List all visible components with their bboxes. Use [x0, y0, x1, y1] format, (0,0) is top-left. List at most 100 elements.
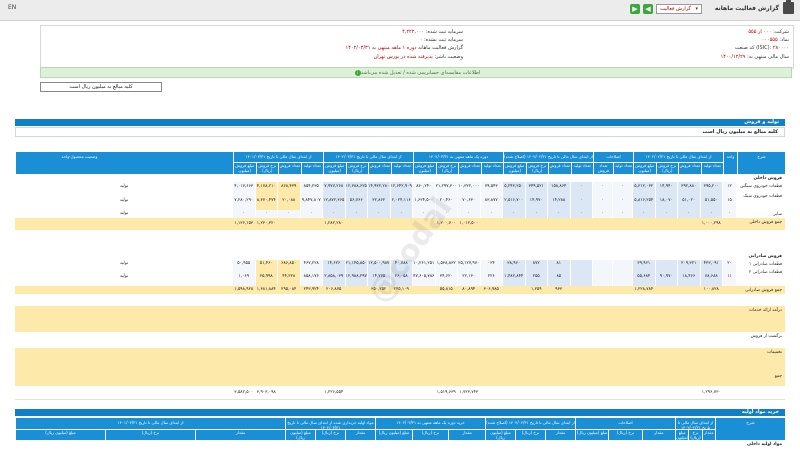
table-cell [503, 286, 525, 294]
table-cell [346, 386, 368, 399]
table-cell: ۴,۱۷۸,۲۱۰ [255, 182, 277, 192]
sales-table-body: فروش داخلی قطعات خودروی سنگین ۱۲ ۳۹۵,۲۰۰ ۳۹۲… [15, 152, 785, 400]
prev-arrow-icon[interactable]: ◀ [643, 4, 653, 14]
table-cell: ۲۵۵ [525, 268, 547, 286]
table-cell [526, 218, 548, 230]
sales-header-group: وضعیت محصول-واحد [15, 152, 143, 174]
section-sales-subtitle: کلیه مبالغ به میلیون ریال است [15, 127, 785, 137]
table-cell: ۵,۳۱۲,۰۳۲ [633, 182, 655, 192]
table-cell [613, 268, 632, 286]
table-cell: ۰ [700, 210, 722, 218]
sales-subheader: مبلغ فروش (میلیون ریال) [633, 162, 656, 174]
sales-subheader: تعداد تولید [390, 162, 413, 174]
table-cell: ۰ [593, 192, 612, 210]
company-row: شرکت: ۰۰۰ ار ۵۵۵ [748, 29, 789, 36]
table-cell: ۰ [570, 182, 592, 192]
table-cell: ۴۶۷,۲۲۸ [300, 260, 322, 268]
table-cell: ۹۳۳ [555, 287, 563, 292]
table-cell: ۴۴,۳۲۸ [278, 268, 300, 286]
table-cell [391, 218, 413, 230]
table-cell: ۷,۲۸۰,۲۹۰ [233, 192, 255, 210]
table-cell: ۲۰۹,۳۲۱ [678, 260, 700, 268]
table-cell: ۱,۵۳۸,۸۳۲ [435, 260, 457, 268]
isic-label: کد صنعت (ISIC): [734, 45, 772, 51]
table-cell: ۲۴۳,۹۲۴ [303, 287, 319, 292]
table-cell: ۰ [678, 210, 700, 218]
next-arrow-icon[interactable]: ▶ [630, 4, 640, 14]
table-cell: ۰ [435, 210, 457, 218]
status-label: وضعیت ناشر: [434, 54, 463, 60]
table-cell [548, 386, 570, 399]
table-cell [723, 286, 736, 294]
purchase-subheader: مبلغ (میلیون ریال) [675, 429, 689, 440]
table-cell [656, 386, 678, 399]
table-cell: ۳۹,۹۶۱ [633, 260, 655, 268]
uncapital-label: سرمایه ثبت نشده: [424, 37, 463, 43]
table-cell: ۱,۵۹۸,۹۲۸ [234, 287, 254, 292]
purchase-header-group: از ابتدای سال مالی تا تاریخ ۱۴۰۱/۰۳/۳۱ [15, 418, 285, 429]
report-type-select-value: گزارش فعالیت [660, 6, 691, 12]
table-cell: ۳۰۶,۹۸۵ [483, 287, 499, 292]
lang-toggle[interactable]: EN [8, 4, 17, 11]
company-label: شرکت: [773, 29, 789, 35]
table-cell: ۱۲ [723, 182, 736, 192]
table-cell: ۱۴,۹۳۲,۲۸۰ [368, 182, 390, 192]
purchase-header-group: از ابتدای سال مالی تا تاریخ ۱۴۰۲/۰۲/۳۱ [675, 418, 715, 429]
purchase-subheader: مبلغ (میلیون ریال) [285, 429, 315, 440]
sales-header-group: از ابتدای سال مالی تا تاریخ ۱۴۰۲/۰۲/۳۱ (… [503, 152, 593, 162]
table-cell [413, 218, 435, 230]
unit-note-box: کلیه مبالغ به میلیون ریال است [40, 82, 162, 92]
table-cell: ۸۵ [548, 268, 570, 286]
table-cell: ۰ [570, 210, 592, 218]
table-cell: ۸۶۰,۲۴۰ [413, 182, 435, 192]
sales-subheader: نرخ فروش (ریال) [655, 162, 678, 174]
table-cell: ۱۵۸,۸۶۴ [548, 182, 570, 192]
table-cell [548, 218, 570, 230]
table-cell [723, 218, 736, 230]
sales-subheader: تعداد تولید [300, 162, 323, 174]
table-cell: ۵۰,۹۵۵ [233, 260, 255, 268]
table-cell [655, 260, 677, 268]
chevron-down-icon: ▾ [695, 6, 698, 12]
table-cell: ۲۰,۰۸۸ [278, 192, 300, 210]
sales-row-label: درآمد ارائه خدمات [748, 308, 782, 313]
sales-header-group: دوره یک ماهه منتهی به ۱۴۰۲/۰۳/۳۱ [413, 152, 503, 162]
table-cell [593, 218, 612, 230]
table-cell: ۱۲,۵۰۰,۹۸۷ [368, 260, 390, 268]
report-title: گزارش فعالیت ماهانه [714, 4, 779, 12]
sales-subheader: نرخ فروش (ریال) [345, 162, 368, 174]
report-type-select[interactable]: گزارش فعالیت ▾ [656, 4, 702, 14]
table-cell [570, 260, 592, 268]
sales-row-label: قطعات صادراتی ۱ [749, 262, 782, 267]
table-cell: ۷۰,۶۳۰ [458, 192, 480, 210]
table-cell [481, 386, 503, 399]
table-cell: ۱۴,۹۴۰ [655, 182, 677, 192]
table-cell: ۱,۰۶۹ [233, 268, 255, 286]
sales-row-label: جمع [774, 374, 782, 379]
table-cell: ۱,۰۱۲,۵۰۰ [459, 221, 479, 226]
table-cell: ۰۳۴ [480, 260, 502, 268]
table-cell: ۱۰۰,۸۲۸ [703, 287, 719, 292]
sales-subheader: تعداد فروش [278, 162, 301, 174]
sales-row-label: قطعات خودروی سبک [743, 194, 782, 199]
table-cell: ۱۸,۰۷۰ [655, 192, 677, 210]
sales-spacer-row [15, 230, 785, 253]
table-cell: ۳۴,۶۲۰ [435, 268, 457, 286]
table-cell: ۳۸,۹۶۰ [503, 260, 525, 268]
table-cell: ۰ [633, 210, 655, 218]
info-icon: i [354, 70, 361, 76]
table-cell: ۸۳,۸۷۷ [480, 192, 502, 210]
table-cell [633, 218, 655, 230]
table-cell: ۱,۰۰۰,۲۹۸ [701, 221, 721, 226]
table-cell: ۳۴۹,۵۲۱ [525, 182, 547, 192]
table-cell [413, 386, 435, 399]
table-cell: ۳۵,۹۹۸ [255, 268, 277, 286]
audit-notice: i اطلاعات مقایسه‌ای حسابرسی شده / تعدیل ش… [40, 67, 792, 78]
sales-subheader: تعداد فروش [458, 162, 481, 174]
table-cell [633, 386, 655, 399]
table-cell [593, 386, 612, 399]
period-row: گزارش فعالیت ماهانه دوره ۱ ماهه منتهی به… [346, 45, 463, 52]
sales-row-label: تخفیفات [767, 350, 782, 355]
table-cell: ۴,۰۱۷,۶۶۳ [233, 182, 255, 192]
purchase-subheader: نرخ (ریال) [411, 429, 449, 440]
